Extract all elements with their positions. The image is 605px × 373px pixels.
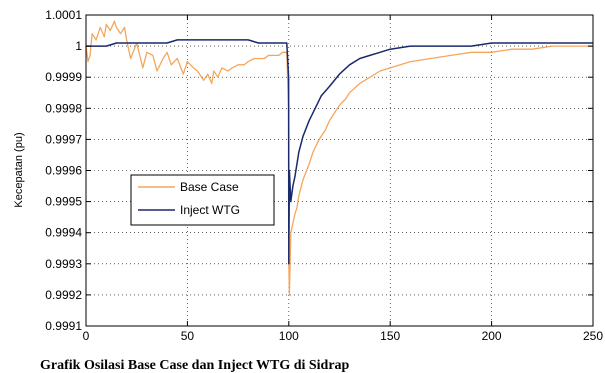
- y-tick-label: 0.9998: [45, 101, 82, 115]
- y-tick-label: 0.9996: [45, 164, 82, 178]
- series-line-inject-wtg: [86, 39, 593, 265]
- legend-box: [130, 174, 275, 226]
- x-tick-label: 50: [181, 329, 195, 343]
- x-tick-label: 150: [380, 329, 400, 343]
- y-tick-label: 0.9991: [45, 319, 82, 333]
- figure-caption: Grafik Osilasi Base Case dan Inject WTG …: [40, 358, 350, 373]
- y-tick-label: 1: [75, 39, 82, 53]
- legend-label-base-case: Base Case: [180, 180, 239, 194]
- y-axis-ticks: 0.9991 0.9992 0.9993 0.9994 0.9995 0.9996 0.99…: [45, 8, 593, 333]
- y-tick-label: 0.9994: [45, 226, 82, 240]
- x-tick-label: 0: [83, 329, 90, 343]
- y-tick-label: 0.9993: [45, 257, 82, 271]
- legend: Base Case Inject WTG: [130, 174, 275, 226]
- y-tick-label: 0.9997: [45, 132, 82, 146]
- legend-label-inject-wtg: Inject WTG: [180, 203, 240, 217]
- x-tick-label: 250: [583, 329, 603, 343]
- x-tick-label: 200: [482, 329, 502, 343]
- y-tick-label: 0.9999: [45, 70, 82, 84]
- y-tick-label: 0.9995: [45, 195, 82, 209]
- y-axis-label: Kecepatan (pu): [13, 132, 25, 207]
- y-tick-label: 1.0001: [45, 8, 82, 22]
- series-group: [85, 20, 593, 296]
- x-tick-label: 100: [279, 329, 299, 343]
- x-axis-ticks: 0 50 100 150 200 250: [83, 15, 603, 343]
- series-line-base-case: [85, 20, 593, 296]
- y-tick-label: 0.9992: [45, 288, 82, 302]
